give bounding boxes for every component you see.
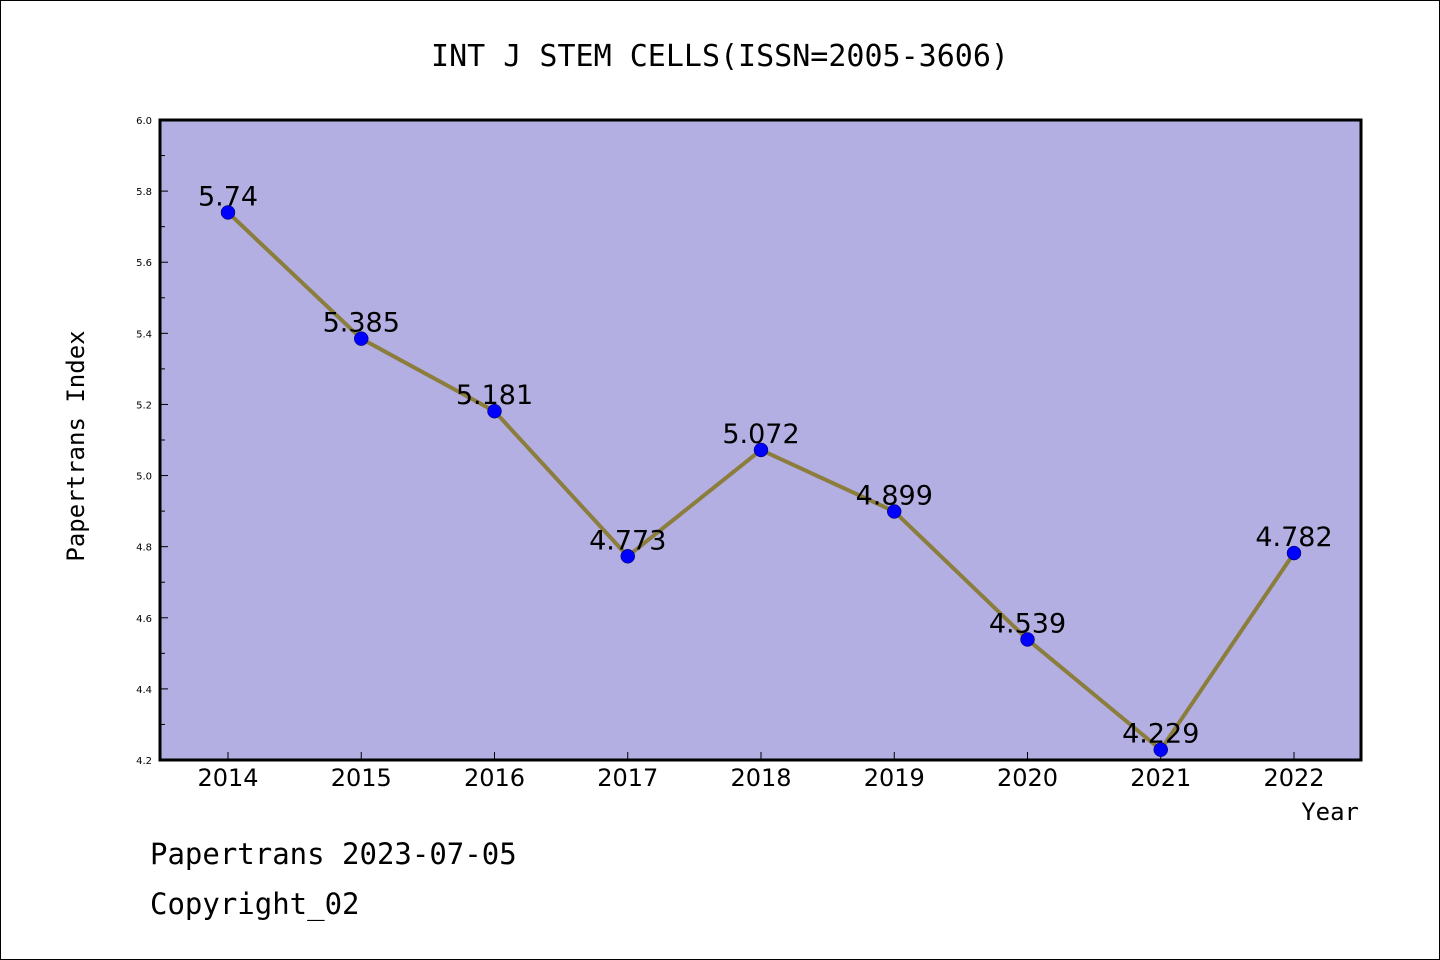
data-point-2016 [487, 403, 502, 419]
x-tick-label-2016: 2016 [464, 764, 525, 792]
y-tick-label: 5.8 [136, 187, 152, 198]
footer-date: Papertrans 2023-07-05 [150, 837, 517, 871]
data-point-2015 [354, 331, 369, 346]
y-axis: 4.2 4.4 4.6 4.8 5.0 5.2 5.4 5.6 5.8 6.0 [136, 116, 168, 767]
data-point-2014 [220, 205, 236, 220]
x-tick-label-2021: 2021 [1130, 764, 1191, 792]
footer-copyright: Copyright_02 [150, 887, 360, 922]
x-tick-label-2014: 2014 [197, 764, 258, 792]
data-point-2022 [1286, 545, 1302, 561]
data-label-2015: 5.385 [323, 308, 400, 339]
x-tick-label-2018: 2018 [730, 764, 791, 792]
x-tick-label-2020: 2020 [997, 764, 1058, 792]
y-tick-label: 5.2 [136, 400, 152, 411]
x-axis: 2014 2015 2016 2017 2018 2019 2020 2021 2022 [197, 752, 1325, 792]
y-tick-label: 5.0 [136, 472, 152, 483]
data-point-2021 [1153, 742, 1168, 757]
y-tick-label: 5.6 [136, 258, 152, 269]
data-label-2021: 4.229 [1122, 719, 1199, 750]
data-point-2019 [887, 504, 902, 519]
data-label-2019: 4.899 [856, 480, 933, 511]
data-label-2016: 5.181 [456, 380, 533, 411]
chart-title: INT J STEM CELLS(ISSN=2005-3606) [431, 39, 1009, 74]
y-tick-label: 4.8 [136, 543, 152, 554]
data-point-2018 [753, 442, 769, 458]
plot-area [158, 118, 1363, 762]
y-tick-label: 5.4 [136, 329, 152, 340]
data-labels: 5.74 5.385 5.181 4.773 5.072 4.899 4.539 4.229 4… [198, 181, 1333, 749]
data-label-2017: 4.773 [589, 525, 666, 556]
x-tick-label-2015: 2015 [331, 764, 392, 792]
y-tick-label: 4.4 [136, 685, 152, 696]
x-tick-label-2017: 2017 [597, 764, 658, 792]
y-tick-label: 6.0 [136, 116, 152, 127]
data-label-2018: 5.072 [722, 419, 799, 450]
x-tick-label-2019: 2019 [864, 764, 925, 792]
series-layer [220, 205, 1302, 757]
data-point-2020 [1020, 632, 1035, 647]
data-label-2020: 4.539 [989, 608, 1066, 639]
y-axis-title: Papertrans Index [62, 330, 90, 561]
data-point-2017 [620, 549, 635, 564]
x-tick-label-2022: 2022 [1263, 764, 1324, 792]
data-label-2022: 4.782 [1255, 522, 1332, 553]
x-axis-title: Year [1301, 798, 1359, 826]
y-tick-label: 4.2 [136, 756, 152, 767]
data-label-2014: 5.74 [198, 181, 258, 212]
y-tick-label: 4.6 [136, 614, 152, 625]
